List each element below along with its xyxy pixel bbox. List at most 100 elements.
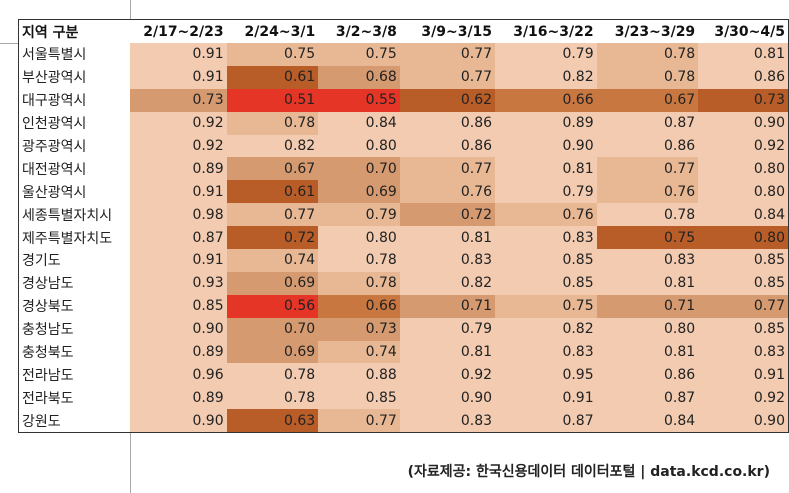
heatmap-cell: 0.79 — [495, 43, 597, 66]
heatmap-cell: 0.85 — [495, 271, 597, 295]
heatmap-cell: 0.78 — [318, 271, 400, 295]
heatmap-cell: 0.87 — [596, 386, 699, 410]
table-row: 전라북도 0.89 0.78 0.85 0.90 0.91 0.87 0.92 — [18, 386, 789, 410]
heatmap-cell: 0.87 — [596, 111, 699, 135]
header-row: 지역 구분 2/17~2/23 2/24~3/1 3/2~3/8 3/9~3/15 3/… — [19, 20, 789, 44]
heatmap-cell: 0.81 — [596, 340, 699, 364]
corner-header: 지역 구분 — [22, 24, 79, 41]
heatmap-cell: 0.56 — [226, 294, 319, 318]
heatmap-cell: 0.75 — [596, 226, 699, 250]
heatmap-cell: 0.66 — [318, 294, 400, 318]
heatmap-cell: 0.85 — [698, 271, 789, 295]
heatmap-cell: 0.77 — [226, 203, 319, 227]
heatmap-cell: 0.76 — [596, 180, 699, 204]
region-label: 전라남도 — [18, 363, 130, 387]
heatmap-cell: 0.63 — [226, 409, 319, 433]
column-header: 3/30~4/5 — [714, 23, 785, 40]
heatmap-cell: 0.92 — [698, 386, 789, 410]
heatmap-cell: 0.75 — [226, 43, 319, 66]
table-row: 충청북도 0.89 0.69 0.74 0.81 0.83 0.81 0.83 — [18, 340, 789, 364]
column-header: 2/17~2/23 — [143, 23, 224, 40]
heatmap-cell: 0.77 — [698, 294, 789, 318]
heatmap-cell: 0.87 — [129, 226, 227, 250]
heatmap-cell: 0.77 — [596, 157, 699, 181]
heatmap-cell: 0.98 — [129, 203, 227, 227]
heatmap-cell: 0.92 — [129, 134, 227, 158]
heatmap-cell: 0.92 — [129, 111, 227, 135]
column-header: 3/9~3/15 — [421, 23, 493, 40]
heatmap-cell: 0.84 — [318, 111, 400, 135]
heatmap-cell: 0.96 — [129, 363, 227, 387]
column-header: 2/24~3/1 — [244, 23, 316, 40]
heatmap-cell: 0.85 — [698, 317, 789, 341]
heatmap-cell: 0.75 — [495, 294, 597, 318]
heatmap-cell: 0.80 — [698, 226, 789, 250]
table-row: 충청남도 0.90 0.70 0.73 0.79 0.82 0.80 0.85 — [18, 317, 789, 341]
heatmap-cell: 0.51 — [226, 88, 319, 112]
heatmap-cell: 0.86 — [596, 134, 699, 158]
heatmap-cell: 0.88 — [318, 363, 400, 387]
heatmap-cell: 0.91 — [129, 65, 227, 89]
heatmap-cell: 0.89 — [129, 386, 227, 410]
heatmap-cell: 0.91 — [129, 249, 227, 272]
heatmap-cell: 0.91 — [129, 180, 227, 204]
table-row: 대구광역시 0.73 0.51 0.55 0.62 0.66 0.67 0.73 — [18, 88, 789, 112]
heatmap-cell: 0.91 — [495, 386, 597, 410]
heatmap-cell: 0.77 — [399, 43, 496, 66]
heatmap-cell: 0.78 — [226, 363, 319, 387]
region-label: 충청북도 — [18, 340, 130, 364]
heatmap-cell: 0.86 — [399, 111, 496, 135]
heatmap-cell: 0.80 — [596, 317, 699, 341]
heatmap-cell: 0.77 — [399, 65, 496, 89]
table-row: 강원도 0.90 0.63 0.77 0.83 0.87 0.84 0.90 — [18, 409, 789, 433]
heatmap-cell: 0.85 — [318, 386, 400, 410]
column-header: 3/2~3/8 — [335, 23, 397, 40]
heatmap-cell: 0.80 — [698, 157, 789, 181]
heatmap-cell: 0.82 — [495, 65, 597, 89]
heatmap-cell: 0.73 — [698, 88, 789, 112]
heatmap-cell: 0.79 — [495, 180, 597, 204]
heatmap-cell: 0.81 — [596, 271, 699, 295]
heatmap-cell: 0.80 — [318, 226, 400, 250]
heatmap-cell: 0.90 — [698, 111, 789, 135]
heatmap-cell: 0.66 — [495, 88, 597, 112]
heatmap-cell: 0.92 — [698, 134, 789, 158]
region-label: 충청남도 — [18, 317, 130, 341]
table-row: 경상북도 0.85 0.56 0.66 0.71 0.75 0.71 0.77 — [18, 294, 789, 318]
heatmap-cell: 0.62 — [399, 88, 496, 112]
table-row: 대전광역시 0.89 0.67 0.70 0.77 0.81 0.77 0.80 — [18, 157, 789, 181]
table-row: 인천광역시 0.92 0.78 0.84 0.86 0.89 0.87 0.90 — [18, 111, 789, 135]
heatmap-cell: 0.89 — [129, 340, 227, 364]
region-label: 경상북도 — [18, 294, 130, 318]
region-label: 광주광역시 — [18, 134, 130, 158]
heatmap-cell: 0.76 — [495, 203, 597, 227]
heatmap-cell: 0.72 — [226, 226, 319, 250]
heatmap-cell: 0.77 — [399, 157, 496, 181]
heatmap-cell: 0.78 — [596, 203, 699, 227]
heatmap-cell: 0.84 — [698, 203, 789, 227]
heatmap-cell: 0.69 — [318, 180, 400, 204]
heatmap-cell: 0.91 — [698, 363, 789, 387]
heatmap-cell: 0.85 — [495, 249, 597, 272]
heatmap-cell: 0.71 — [399, 294, 496, 318]
region-label: 대구광역시 — [18, 88, 130, 112]
heatmap-cell: 0.80 — [698, 180, 789, 204]
heatmap-cell: 0.79 — [399, 317, 496, 341]
heatmap-cell: 0.81 — [399, 340, 496, 364]
table-row: 세종특별자치시 0.98 0.77 0.79 0.72 0.76 0.78 0.84 — [18, 203, 789, 227]
region-label: 경상남도 — [18, 271, 130, 295]
heatmap-cell: 0.81 — [698, 43, 789, 66]
heatmap-cell: 0.76 — [399, 180, 496, 204]
heatmap-cell: 0.73 — [318, 317, 400, 341]
region-label: 제주특별자치도 — [18, 226, 130, 250]
heatmap-cell: 0.67 — [226, 157, 319, 181]
table-row: 경기도 0.91 0.74 0.78 0.83 0.85 0.83 0.85 — [18, 249, 789, 272]
heatmap-cell: 0.86 — [698, 65, 789, 89]
region-label: 경기도 — [18, 249, 130, 272]
heatmap-cell: 0.85 — [698, 249, 789, 272]
heatmap-cell: 0.73 — [129, 88, 227, 112]
heatmap-cell: 0.89 — [495, 111, 597, 135]
region-label: 울산광역시 — [18, 180, 130, 204]
heatmap-cell: 0.70 — [318, 157, 400, 181]
heatmap-cell: 0.71 — [596, 294, 699, 318]
